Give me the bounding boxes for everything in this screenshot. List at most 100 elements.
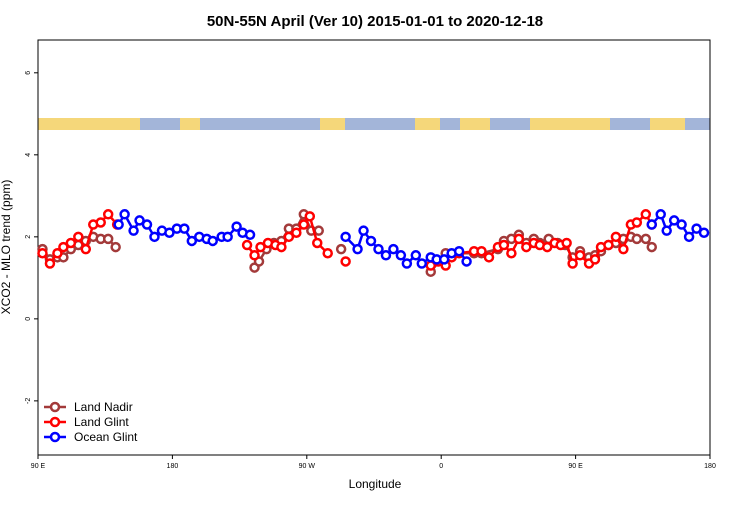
data-point (631, 233, 643, 245)
x-tick-label: 180 (167, 463, 179, 470)
data-point (683, 231, 695, 243)
data-point (655, 209, 666, 220)
data-point (416, 258, 428, 269)
data-point (110, 241, 121, 253)
data-point (231, 221, 242, 232)
data-point (304, 211, 316, 222)
data-point (102, 209, 114, 220)
y-tick-label: -2 (25, 398, 32, 404)
data-point (498, 239, 510, 251)
legend-marker (49, 401, 61, 413)
data-point (276, 241, 287, 253)
x-tick-label: 90 E (568, 463, 583, 470)
y-tick-label: 4 (25, 153, 32, 157)
data-point (95, 217, 106, 228)
y-tick-label: 0 (25, 317, 32, 321)
data-point (335, 243, 347, 255)
data-point (134, 215, 145, 226)
data-point (73, 231, 84, 243)
data-point (52, 247, 63, 259)
data-point (567, 258, 578, 269)
data-point (610, 231, 622, 243)
data-point (58, 241, 69, 253)
data-point (388, 243, 399, 255)
data-point (164, 227, 175, 238)
data-point (589, 254, 601, 265)
data-point (476, 245, 487, 257)
data-point (322, 247, 333, 259)
legend-marker (49, 431, 61, 443)
data-point (340, 231, 351, 243)
legend-marker (49, 416, 61, 428)
data-point (283, 231, 295, 243)
data-point (298, 219, 310, 230)
data-point (312, 237, 323, 249)
data-point (179, 223, 190, 234)
data-point (483, 252, 495, 263)
data-point (365, 235, 377, 247)
data-point (640, 209, 652, 220)
data-point (676, 219, 687, 230)
data-point (453, 245, 465, 257)
data-point (149, 231, 160, 243)
data-point (661, 225, 672, 236)
legend-label: Land Nadir (74, 400, 133, 414)
data-point (141, 219, 153, 230)
data-point (691, 223, 702, 234)
data-point (631, 217, 643, 228)
data-point (291, 227, 302, 238)
data-point (561, 237, 572, 249)
data-point (65, 237, 77, 249)
y-axis-label: XCO2 - MLO trend (ppm) (0, 180, 13, 315)
legend-label: Land Glint (74, 415, 129, 429)
y-tick-label: 2 (25, 235, 32, 239)
data-point (640, 233, 652, 245)
data-point (358, 225, 369, 236)
data-point (102, 233, 114, 245)
data-point (574, 250, 586, 261)
data-point (128, 225, 139, 236)
data-point (207, 235, 218, 247)
data-point (352, 243, 363, 255)
data-point (506, 247, 517, 259)
data-point (698, 227, 710, 238)
data-point (44, 258, 56, 269)
y-tick-label: 6 (25, 71, 32, 75)
data-point (37, 247, 48, 259)
data-point (186, 235, 198, 247)
land-mask-strip (38, 118, 710, 130)
data-point (113, 219, 124, 230)
data-point (603, 239, 614, 251)
x-tick-label: 90 E (31, 463, 46, 470)
data-point (513, 233, 525, 245)
x-tick-label: 90 W (299, 463, 316, 470)
x-axis-label: Longitude (349, 477, 402, 491)
x-tick-label: 0 (439, 463, 443, 470)
legend-label: Ocean Glint (74, 430, 138, 444)
data-point (646, 241, 658, 253)
data-point (541, 241, 553, 253)
data-point (380, 250, 392, 261)
data-point (244, 229, 256, 241)
data-point (313, 225, 324, 236)
data-point (438, 254, 450, 265)
data-point (80, 243, 92, 255)
data-point (395, 250, 407, 261)
data-point (401, 258, 413, 269)
chart-title: 50N-55N April (Ver 10) 2015-01-01 to 202… (207, 13, 543, 30)
x-tick-label: 180 (704, 463, 716, 470)
data-point (668, 215, 680, 226)
data-point (255, 241, 266, 253)
data-point (410, 250, 422, 261)
data-point (340, 256, 351, 267)
data-point (241, 239, 253, 251)
data-point (119, 209, 130, 220)
data-point (222, 231, 233, 243)
data-point (618, 243, 629, 255)
data-point (461, 256, 472, 267)
data-point (249, 250, 260, 261)
data-point (521, 241, 532, 253)
data-point (646, 219, 658, 230)
data-point (373, 243, 384, 255)
